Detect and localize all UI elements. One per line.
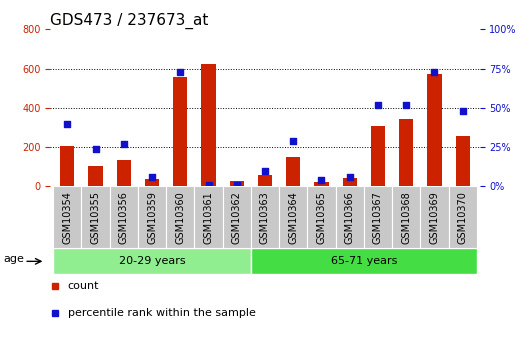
Bar	[279, 186, 307, 248]
Bar	[229, 181, 244, 186]
Text: GSM10363: GSM10363	[260, 191, 270, 244]
Bar	[448, 186, 477, 248]
Bar	[89, 166, 103, 186]
Point	[346, 174, 354, 180]
Text: GSM10369: GSM10369	[429, 191, 439, 244]
Text: 65-71 years: 65-71 years	[331, 256, 397, 266]
Text: GSM10370: GSM10370	[458, 191, 467, 244]
Text: percentile rank within the sample: percentile rank within the sample	[67, 308, 255, 318]
Bar	[117, 160, 131, 186]
Bar	[420, 186, 448, 248]
Bar	[314, 183, 329, 186]
Bar	[364, 186, 392, 248]
Bar	[286, 157, 301, 186]
Bar	[201, 64, 216, 186]
Bar	[335, 186, 364, 248]
Text: GSM10368: GSM10368	[401, 191, 411, 244]
Bar	[110, 186, 138, 248]
Point	[176, 69, 184, 75]
Text: GDS473 / 237673_at: GDS473 / 237673_at	[50, 13, 209, 29]
Text: GSM10356: GSM10356	[119, 191, 129, 244]
Bar	[173, 77, 187, 186]
Point	[63, 121, 72, 126]
Point	[120, 141, 128, 147]
Bar	[456, 136, 470, 186]
Point	[374, 102, 382, 107]
Bar	[138, 186, 166, 248]
Text: count: count	[67, 282, 99, 291]
Bar	[399, 119, 413, 186]
Point	[148, 174, 156, 180]
Point	[402, 102, 410, 107]
Text: GSM10361: GSM10361	[204, 191, 214, 244]
Point	[430, 69, 439, 75]
Text: GSM10364: GSM10364	[288, 191, 298, 244]
Point	[204, 182, 213, 187]
Text: GSM10362: GSM10362	[232, 191, 242, 244]
Bar	[427, 75, 441, 186]
Text: GSM10360: GSM10360	[175, 191, 186, 244]
Bar	[166, 186, 195, 248]
Text: 20-29 years: 20-29 years	[119, 256, 186, 266]
Bar	[343, 178, 357, 186]
Bar	[223, 186, 251, 248]
Point	[317, 177, 326, 183]
Bar	[195, 186, 223, 248]
Point	[91, 146, 100, 151]
Point	[261, 168, 269, 173]
Point	[289, 138, 297, 144]
Text: GSM10359: GSM10359	[147, 191, 157, 244]
Text: GSM10355: GSM10355	[91, 191, 101, 244]
Bar	[145, 179, 159, 186]
Bar	[307, 186, 335, 248]
Text: GSM10365: GSM10365	[316, 191, 326, 244]
Text: GSM10366: GSM10366	[344, 191, 355, 244]
Bar	[258, 175, 272, 186]
Bar	[251, 186, 279, 248]
Bar	[53, 186, 82, 248]
Bar	[392, 186, 420, 248]
Bar	[53, 248, 251, 274]
Bar	[371, 127, 385, 186]
Point	[233, 182, 241, 187]
Text: GSM10354: GSM10354	[63, 191, 72, 244]
Text: age: age	[4, 254, 24, 264]
Bar	[251, 248, 477, 274]
Text: GSM10367: GSM10367	[373, 191, 383, 244]
Point	[458, 108, 467, 114]
Bar	[60, 146, 74, 186]
Bar	[82, 186, 110, 248]
